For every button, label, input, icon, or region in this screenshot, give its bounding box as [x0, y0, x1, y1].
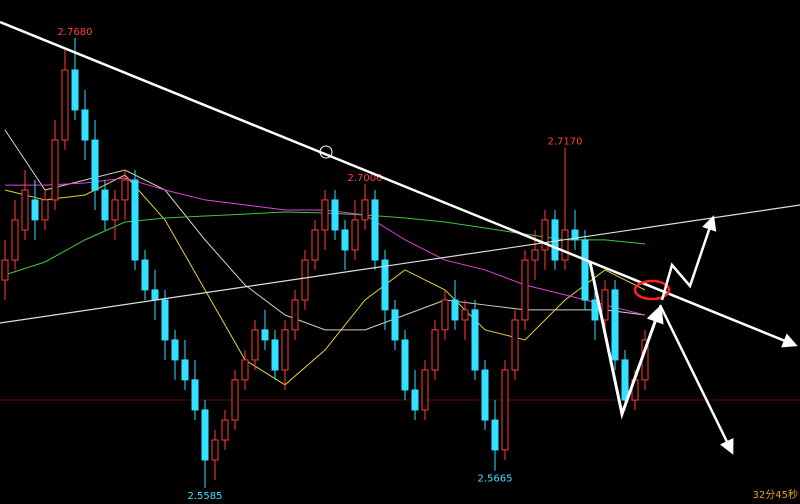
candle-body [501, 369, 509, 451]
low-label: 2.5665 [478, 474, 513, 485]
high-label: 2.7170 [548, 137, 583, 148]
candle-body [51, 139, 59, 201]
candle-body [241, 359, 249, 381]
candle-body [191, 379, 199, 411]
countdown: 32分45秒 [753, 488, 798, 501]
candle-body [281, 329, 289, 371]
candle-body [221, 419, 229, 441]
candle-body [571, 229, 579, 241]
candle-body [331, 199, 339, 231]
trend-line [0, 204, 800, 324]
candle-body [621, 359, 629, 401]
candle-body [541, 219, 549, 251]
candle-body [181, 359, 189, 381]
candle-body [451, 299, 459, 321]
candle-body [151, 289, 159, 301]
candle-body [411, 389, 419, 411]
candle-body [401, 339, 409, 391]
trend-line [0, 20, 798, 348]
candle-body [391, 309, 399, 341]
candle-body [71, 69, 79, 111]
candle-body [21, 189, 29, 231]
candle-body [91, 139, 99, 191]
candle-body [561, 229, 569, 261]
candle-body [521, 259, 529, 321]
high-label: 2.7000 [348, 173, 383, 184]
candle-body [261, 329, 269, 341]
moving-average [4, 129, 646, 331]
candle-body [461, 309, 469, 321]
candle-body [611, 289, 619, 361]
down-arrow [658, 304, 734, 455]
candle-body [311, 229, 319, 261]
candle-body [341, 229, 349, 251]
candle-body [41, 199, 49, 221]
candle-body [141, 259, 149, 291]
candle-body [251, 329, 259, 361]
candle-body [511, 319, 519, 371]
candle-body [591, 299, 599, 321]
candle-body [381, 259, 389, 311]
candle-body [551, 219, 559, 261]
candle-body [351, 219, 359, 251]
candle-body [231, 379, 239, 421]
candle-body [441, 299, 449, 331]
candle-body [301, 259, 309, 301]
candle-body [471, 309, 479, 371]
candle-body [101, 189, 109, 221]
plot: 2.7680 2.5585 2.7000 2.5665 2.7170 [1, 27, 649, 502]
up-arrow [660, 215, 717, 301]
moving-average [4, 174, 646, 386]
candle-body [491, 419, 499, 451]
high-label: 2.7680 [58, 27, 93, 38]
candle-body [601, 289, 609, 321]
candle-body [121, 179, 129, 201]
candle-body [291, 299, 299, 331]
candle-body [431, 329, 439, 371]
candle-body [321, 199, 329, 231]
candle-body [11, 219, 19, 261]
candle-body [271, 339, 279, 371]
candle-body [31, 199, 39, 221]
candle-body [1, 259, 9, 281]
candle-body [371, 199, 379, 261]
candle-body [81, 109, 89, 141]
candle-body [421, 369, 429, 411]
candle-body [211, 439, 219, 461]
candle-body [111, 199, 119, 221]
candle-body [171, 339, 179, 361]
path-arrow [588, 261, 664, 420]
highlight-ellipse [633, 279, 671, 301]
candle-body [161, 299, 169, 341]
candle-body [481, 369, 489, 421]
candle-body [581, 239, 589, 301]
candle-body [131, 179, 139, 261]
candle-body [201, 409, 209, 461]
candle-body [61, 69, 69, 141]
candle-body [531, 249, 539, 261]
candle-body [361, 199, 369, 221]
marker-circle [319, 145, 333, 159]
low-label: 2.5585 [188, 491, 223, 502]
